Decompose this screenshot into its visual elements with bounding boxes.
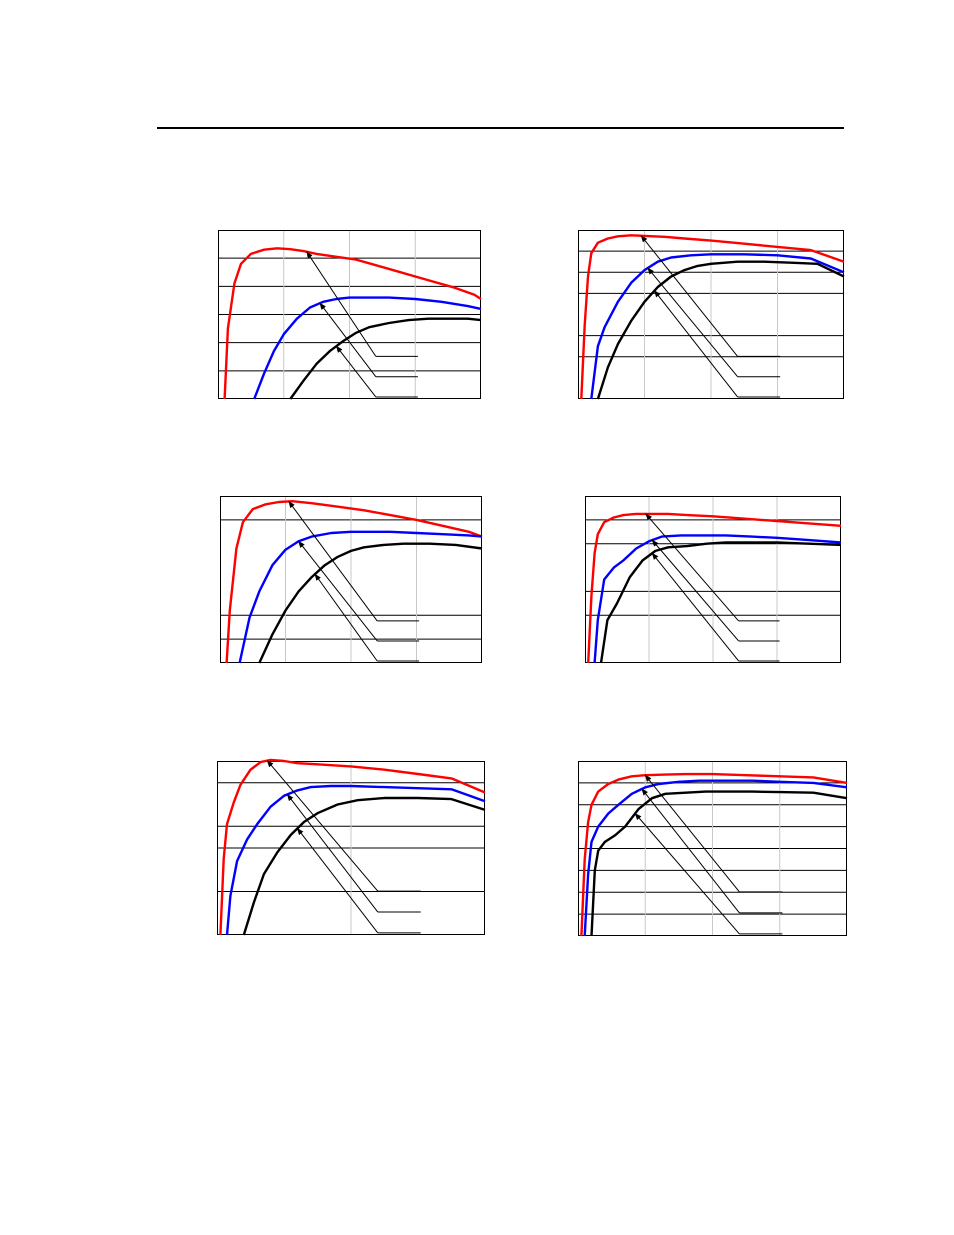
- series-line-3: [599, 541, 842, 664]
- chart-panel-5: [217, 758, 486, 936]
- series-line-2: [583, 779, 848, 937]
- series-line-1: [580, 234, 845, 400]
- series-line-1: [580, 772, 848, 937]
- plot-frame: [585, 496, 841, 663]
- plot-frame: [218, 230, 481, 399]
- callout-arrow-2: [319, 302, 377, 377]
- chart-panel-4: [585, 496, 842, 664]
- callout-arrow-3: [654, 290, 738, 398]
- series-line-2: [590, 253, 845, 400]
- callout-arrow-1: [640, 235, 738, 357]
- plot-frame: [217, 761, 485, 935]
- chart-panel-3: [220, 496, 483, 664]
- series-line-3: [596, 260, 845, 400]
- callout-arrow-3: [335, 345, 377, 398]
- callout-arrow-2: [641, 788, 740, 914]
- callout-arrow-1: [644, 774, 740, 893]
- callout-arrow-2: [651, 539, 739, 642]
- series-line-2: [253, 296, 482, 400]
- header-rule: [157, 127, 844, 129]
- chart-panel-1: [218, 230, 482, 400]
- callout-arrow-1: [288, 500, 378, 622]
- series-line-3: [590, 790, 848, 937]
- series-line-1: [587, 512, 842, 664]
- callout-arrow-2: [286, 793, 379, 913]
- callout-arrow-3: [314, 573, 378, 662]
- callout-arrow-1: [266, 760, 379, 892]
- plot-frame: [578, 230, 844, 399]
- series-line-1: [225, 499, 483, 664]
- series-line-3: [242, 796, 486, 936]
- callout-arrow-1: [306, 251, 377, 357]
- plot-frame: [578, 761, 847, 936]
- plot-frame: [220, 496, 482, 663]
- callout-arrow-2: [298, 540, 378, 642]
- series-line-3: [289, 317, 482, 400]
- callout-arrow-2: [647, 267, 738, 378]
- callout-arrow-3: [634, 812, 740, 935]
- series-line-2: [238, 530, 483, 664]
- series-line-2: [225, 784, 486, 936]
- callout-arrow-1: [645, 513, 739, 622]
- chart-panel-6: [578, 761, 848, 937]
- chart-panel-2: [578, 230, 845, 400]
- callout-arrow-3: [296, 827, 379, 934]
- series-line-1: [219, 758, 486, 936]
- series-line-2: [593, 534, 842, 664]
- callout-arrow-3: [651, 552, 739, 662]
- series-line-3: [258, 542, 483, 664]
- series-line-1: [223, 247, 482, 400]
